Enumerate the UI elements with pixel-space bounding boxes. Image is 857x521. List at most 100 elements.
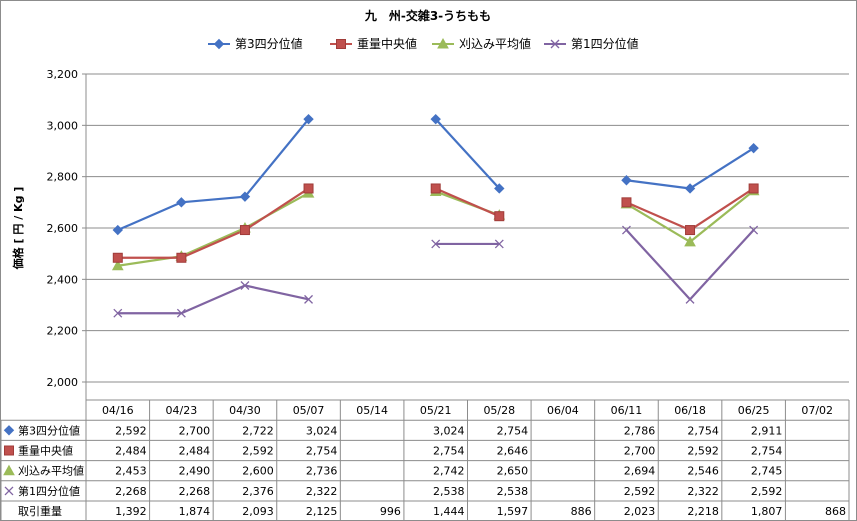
data-point [303, 183, 314, 194]
table-row-label: 第1四分位値 [18, 484, 80, 498]
data-point [431, 239, 441, 249]
table-cell: 2,754 [751, 445, 783, 458]
data-point [304, 294, 314, 304]
data-point [239, 191, 251, 202]
data-point [430, 113, 441, 125]
table-cell: 1,597 [497, 505, 529, 518]
table-cell: 2,322 [306, 485, 338, 498]
data-point [494, 211, 505, 222]
table-cell: 2,592 [751, 485, 783, 498]
series-line [117, 192, 310, 267]
legend-label: 第3四分位値 [235, 36, 303, 51]
x-tick-label: 04/30 [229, 404, 261, 417]
data-point [303, 113, 314, 125]
table-cell: 3,024 [433, 424, 465, 437]
legend-label: 刈込み平均値 [459, 36, 531, 51]
y-tick-label: 2,800 [47, 171, 79, 184]
table-cell: 2,646 [497, 445, 529, 458]
table-legend-key [4, 445, 14, 456]
y-axis-label: 価格 [ 円 / Kg ] [11, 187, 25, 271]
table-cell: 1,392 [115, 505, 147, 518]
table-cell: 2,484 [179, 445, 211, 458]
data-point [748, 183, 759, 194]
table-cell: 2,322 [687, 485, 719, 498]
y-tick-label: 3,200 [47, 68, 79, 81]
x-tick-label: 06/18 [674, 404, 706, 417]
data-point [621, 197, 632, 208]
table-cell: 2,694 [624, 465, 656, 478]
x-tick-label: 05/21 [420, 404, 452, 417]
table-cell: 2,736 [306, 465, 338, 478]
y-tick-label: 2,400 [47, 273, 79, 286]
table-cell: 2,742 [433, 465, 465, 478]
x-tick-label: 07/02 [801, 404, 833, 417]
table-cell: 1,807 [751, 505, 783, 518]
data-point [749, 225, 759, 235]
data-point [494, 183, 505, 194]
x-tick-label: 05/14 [356, 404, 388, 417]
table-row-label: 取引重量 [18, 504, 62, 518]
table-cell: 2,592 [624, 485, 656, 498]
table-cell: 2,538 [497, 485, 529, 498]
data-point [621, 225, 631, 235]
legend-marker [437, 37, 449, 49]
table-cell: 3,024 [306, 424, 338, 437]
table-cell: 2,722 [242, 424, 274, 437]
table-cell: 2,546 [687, 465, 719, 478]
table-row-label: 刈込み平均値 [18, 465, 84, 478]
data-point [240, 281, 250, 290]
table-cell: 2,023 [624, 505, 656, 518]
table-cell: 2,268 [115, 485, 147, 498]
table-cell: 2,745 [751, 465, 783, 478]
data-point [684, 183, 696, 194]
table-legend-key [3, 464, 15, 476]
table-cell: 2,453 [115, 465, 147, 478]
table-cell: 2,093 [242, 505, 274, 518]
table-cell: 2,592 [115, 424, 147, 437]
data-point [494, 239, 504, 249]
data-point [112, 252, 123, 263]
series-line [434, 118, 501, 190]
table-cell: 2,376 [242, 485, 274, 498]
table-cell: 2,592 [242, 445, 274, 458]
data-point [176, 252, 187, 263]
series-line [117, 118, 310, 232]
table-cell: 2,754 [497, 424, 529, 437]
table-cell: 2,650 [497, 465, 529, 478]
table-cell: 2,125 [306, 505, 338, 518]
series-line [117, 187, 310, 259]
x-tick-label: 04/16 [102, 404, 134, 417]
y-tick-label: 2,000 [47, 376, 79, 389]
legend-label: 第1四分位値 [571, 36, 639, 51]
data-point [748, 142, 759, 154]
data-point [176, 308, 186, 318]
table-cell: 2,754 [433, 445, 465, 458]
legend-marker [550, 39, 560, 49]
data-point [239, 225, 250, 236]
legend-label: 重量中央値 [357, 36, 417, 51]
x-tick-label: 06/04 [547, 404, 579, 417]
table-cell: 2,268 [179, 485, 211, 498]
data-point [111, 259, 124, 271]
x-tick-label: 06/11 [611, 404, 643, 417]
legend-marker [336, 39, 346, 49]
table-cell: 2,600 [242, 465, 274, 478]
data-point [112, 224, 123, 236]
table-cell: 2,490 [179, 465, 211, 478]
legend-marker [213, 38, 225, 50]
table-cell: 2,592 [687, 445, 719, 458]
table-legend-key [3, 425, 15, 436]
x-tick-label: 04/23 [166, 404, 198, 417]
x-tick-label: 05/28 [483, 404, 515, 417]
data-point [621, 175, 632, 186]
data-point [176, 197, 187, 208]
y-tick-label: 2,600 [47, 222, 79, 235]
series-line [117, 284, 309, 315]
table-cell: 2,700 [624, 445, 656, 458]
table-cell: 2,538 [433, 485, 465, 498]
table-cell: 2,786 [624, 424, 656, 437]
table-cell: 886 [571, 505, 592, 518]
table-cell: 2,754 [687, 424, 719, 437]
x-tick-label: 05/07 [293, 404, 325, 417]
